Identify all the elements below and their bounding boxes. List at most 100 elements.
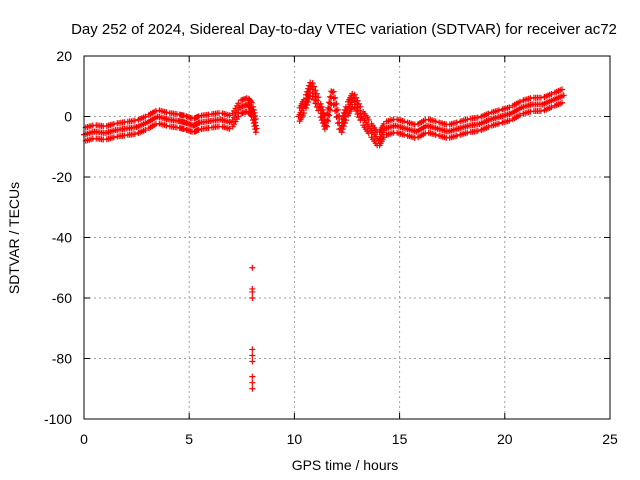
data-point xyxy=(300,110,307,117)
data-point xyxy=(327,107,334,114)
data-point xyxy=(247,98,254,105)
data-point xyxy=(326,105,333,112)
data-point xyxy=(351,98,358,105)
data-layer xyxy=(81,79,567,392)
data-point xyxy=(432,131,439,138)
data-point xyxy=(339,126,346,133)
data-point xyxy=(326,112,333,119)
outlier-point xyxy=(249,373,256,380)
data-point xyxy=(558,86,565,93)
data-point xyxy=(485,110,492,117)
x-axis-label: GPS time / hours xyxy=(292,457,399,473)
data-point xyxy=(195,113,202,120)
data-point xyxy=(195,126,202,133)
data-point xyxy=(325,111,332,118)
data-point xyxy=(110,134,117,141)
data-point xyxy=(355,100,362,107)
data-point xyxy=(537,94,544,101)
data-point xyxy=(401,131,408,138)
data-point xyxy=(338,129,345,136)
data-point xyxy=(251,116,258,123)
tick-layer: 0 5 10 15 20 25 -100 -80 -60 -40 -20 0 20 xyxy=(44,48,618,447)
data-point xyxy=(474,127,481,134)
data-point xyxy=(142,126,149,133)
data-point xyxy=(163,122,170,129)
data-point xyxy=(306,89,313,96)
data-point xyxy=(322,122,329,129)
data-point xyxy=(248,99,255,106)
data-point xyxy=(252,126,259,133)
y-axis-label: SDTVAR / TECUs xyxy=(6,182,22,294)
chart-title: Day 252 of 2024, Sidereal Day-to-day VTE… xyxy=(71,21,617,38)
data-point xyxy=(365,116,372,123)
data-point xyxy=(324,117,331,124)
data-point xyxy=(516,98,523,105)
data-point xyxy=(309,80,316,87)
y-tick-label: -80 xyxy=(52,351,72,367)
data-point xyxy=(485,123,492,130)
data-point xyxy=(353,101,360,108)
data-point xyxy=(506,104,513,111)
data-point xyxy=(333,100,340,107)
data-point xyxy=(306,95,313,102)
data-point xyxy=(330,88,337,95)
data-point xyxy=(131,117,138,124)
data-point xyxy=(333,114,340,121)
data-point xyxy=(464,129,471,136)
outlier-point xyxy=(249,385,256,392)
data-point xyxy=(251,109,258,116)
data-point xyxy=(548,90,555,97)
data-point xyxy=(350,95,357,102)
data-point xyxy=(313,90,320,97)
data-point xyxy=(354,97,361,104)
data-point xyxy=(453,132,460,139)
data-point xyxy=(453,119,460,126)
data-point xyxy=(327,93,334,100)
data-point xyxy=(342,117,349,124)
outlier-point xyxy=(249,346,256,353)
data-point xyxy=(252,122,259,129)
data-point xyxy=(325,118,332,125)
data-point xyxy=(464,116,471,123)
data-point xyxy=(305,98,312,105)
y-tick-label: 0 xyxy=(64,109,72,125)
data-point xyxy=(548,104,555,111)
data-point xyxy=(317,100,324,107)
data-point xyxy=(253,125,260,132)
data-point xyxy=(312,87,319,94)
data-point xyxy=(332,94,339,101)
data-point xyxy=(354,111,361,118)
data-point xyxy=(516,112,523,119)
x-tick-label: 20 xyxy=(497,431,513,447)
y-tick-label: -60 xyxy=(52,290,72,306)
data-point xyxy=(340,123,347,130)
data-point xyxy=(351,105,358,112)
data-point xyxy=(252,115,259,122)
data-point xyxy=(432,118,439,125)
y-tick-label: -100 xyxy=(44,411,72,427)
data-point xyxy=(327,100,334,107)
data-point xyxy=(333,107,340,114)
data-point xyxy=(252,112,259,119)
data-point xyxy=(341,120,348,127)
data-point xyxy=(560,92,567,99)
outlier-point xyxy=(249,295,256,301)
data-point xyxy=(355,107,362,114)
data-point xyxy=(334,106,341,113)
y-tick-label: -20 xyxy=(52,169,72,185)
outlier-point xyxy=(249,352,256,359)
data-point xyxy=(355,114,362,121)
y-tick-label: -40 xyxy=(52,230,72,246)
data-point xyxy=(357,103,364,110)
data-point xyxy=(332,108,339,115)
data-point xyxy=(506,117,513,124)
data-point xyxy=(313,97,320,104)
x-tick-label: 0 xyxy=(80,431,88,447)
data-point xyxy=(226,112,233,119)
data-point xyxy=(163,109,170,116)
data-point xyxy=(332,101,339,108)
outlier-point xyxy=(249,379,256,386)
data-point xyxy=(250,103,257,110)
data-point xyxy=(401,118,408,125)
